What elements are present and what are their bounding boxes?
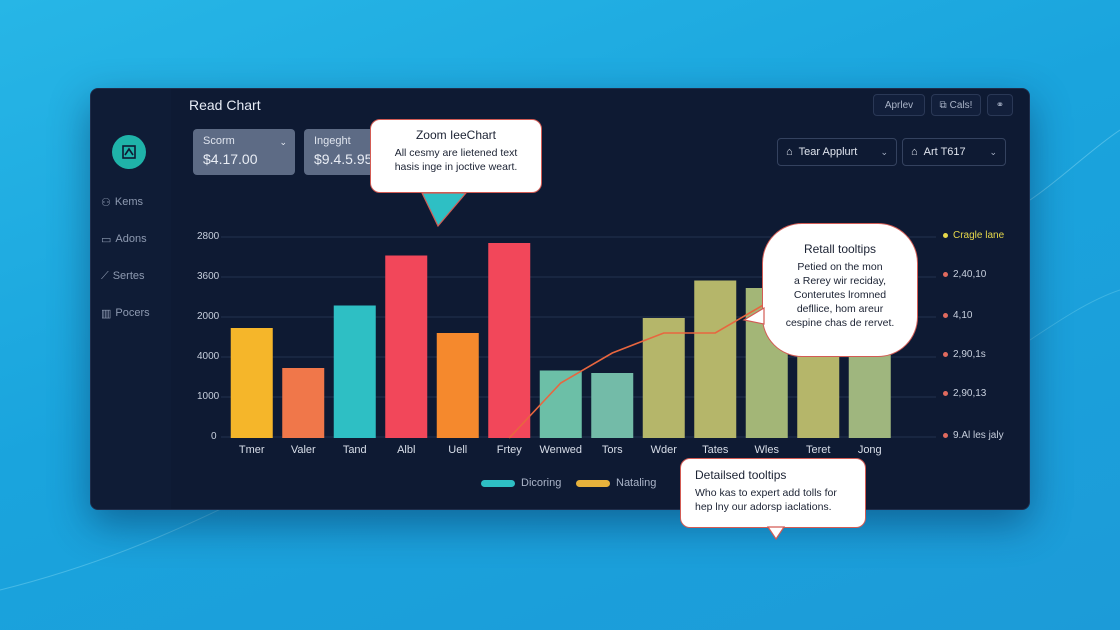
- y-tick-label: 0: [211, 431, 217, 442]
- table-icon: ▥: [101, 307, 112, 320]
- series-dot-icon: [943, 391, 948, 396]
- series-dot-icon: [943, 433, 948, 438]
- bar-valer[interactable]: [282, 368, 325, 438]
- sidebar-item-pocers[interactable]: ▥ Pocers: [101, 304, 169, 322]
- bar-uell[interactable]: [436, 333, 479, 438]
- y-tick-label: 1000: [197, 391, 220, 402]
- chevron-down-icon: ⌄: [880, 146, 888, 157]
- bar-tand[interactable]: [333, 305, 376, 439]
- stat-value: $9.4.5.95: [314, 151, 373, 167]
- sidebar-item-label: Adons: [115, 233, 147, 245]
- retail-tooltip-pointer: [742, 306, 765, 325]
- bar-tates[interactable]: [694, 280, 737, 439]
- building-icon: ⌂: [786, 146, 793, 158]
- x-tick-label: Uell: [448, 444, 468, 456]
- y-tick-label: 4000: [197, 351, 220, 362]
- period-select[interactable]: ⌂ Art T617 ⌄: [902, 138, 1006, 166]
- y-tick-label: 2000: [197, 311, 220, 322]
- bar-wenwed[interactable]: [539, 370, 582, 439]
- sidebar-item-sertes[interactable]: ⟋ Sertes: [101, 267, 169, 285]
- x-tick-label: Frtey: [496, 444, 522, 456]
- copy-icon: ⧉: [939, 99, 947, 111]
- right-axis-label: 2,40,10: [943, 269, 986, 280]
- sidebar-item-label: Pocers: [115, 307, 150, 319]
- legend-item-dicoring[interactable]: Dicoring: [481, 477, 561, 489]
- stat-value: $4.17.00: [203, 151, 258, 167]
- bar-tmer[interactable]: [230, 328, 273, 438]
- x-tick-label: Valer: [290, 444, 316, 456]
- y-tick-label: 3600: [197, 271, 220, 282]
- detailed-tooltip-pointer: [766, 526, 786, 541]
- y-tick-label: 2800: [197, 231, 220, 242]
- x-tick-label: Wder: [650, 444, 677, 456]
- zoom-tooltip: Zoom IeeChart All cesmy are lietened tex…: [370, 119, 542, 193]
- x-tick-label: Wles: [754, 444, 779, 456]
- legend-swatch: [576, 479, 610, 487]
- sidebar-item-label: Kems: [114, 196, 143, 208]
- chevron-down-icon: ⌄: [989, 146, 997, 157]
- right-axis-label: 9.Al les jaly: [943, 430, 1004, 441]
- x-tick-label: Tates: [702, 444, 729, 456]
- logo-icon[interactable]: [112, 135, 146, 169]
- stat-card-scorm[interactable]: Scorm $4.17.00 ⌄: [193, 129, 295, 175]
- retail-tooltip: Retall tooltips Petied on the mon a Rere…: [762, 223, 918, 357]
- sidebar-item-adons[interactable]: ▭ Adons: [101, 230, 169, 248]
- right-axis-label: Cragle lane: [943, 230, 1004, 241]
- cell-button[interactable]: ⧉ Cals!: [931, 94, 981, 116]
- x-tick-label: Wenwed: [539, 444, 583, 456]
- legend-item-nataling[interactable]: Nataling: [576, 477, 656, 489]
- stat-label: Ingeght: [314, 135, 351, 147]
- sidebar-item-label: Sertes: [112, 270, 145, 282]
- bar-tors[interactable]: [591, 373, 634, 438]
- link-icon: ⚭: [995, 99, 1005, 111]
- right-axis-label: 2,90,1s: [943, 349, 986, 360]
- x-tick-label: Teret: [806, 444, 831, 456]
- series-dot-icon: [943, 313, 948, 318]
- chart-icon: ⟋: [101, 269, 109, 282]
- x-tick-label: Tmer: [238, 444, 265, 456]
- detailed-tooltip: Detailsed tooltips Who kas to expert add…: [680, 458, 866, 528]
- bar-albl[interactable]: [385, 255, 428, 439]
- series-dot-icon: [943, 233, 948, 238]
- review-button[interactable]: Aprlev: [873, 94, 925, 116]
- page-title: Read Chart: [189, 97, 261, 113]
- stat-label: Scorm: [203, 135, 235, 147]
- sidebar-item-kems[interactable]: ⚇ Kems: [101, 193, 169, 211]
- chevron-down-icon: ⌄: [279, 137, 287, 147]
- series-dot-icon: [943, 272, 948, 277]
- bar-wder[interactable]: [642, 318, 685, 438]
- users-icon: ⚇: [101, 196, 111, 209]
- x-tick-label: Tand: [342, 444, 367, 456]
- x-tick-label: Albl: [397, 444, 416, 456]
- calendar-icon: ▭: [101, 233, 112, 246]
- team-select[interactable]: ⌂ Tear Applurt ⌄: [777, 138, 897, 166]
- legend-swatch: [481, 479, 515, 487]
- series-dot-icon: [943, 352, 948, 357]
- calendar-icon: ⌂: [911, 146, 918, 158]
- right-axis-label: 2,90,13: [943, 388, 986, 399]
- link-button[interactable]: ⚭: [987, 94, 1013, 116]
- x-tick-label: Jong: [857, 444, 882, 456]
- sidebar: ⚇ Kems ▭ Adons ⟋ Sertes ▥ Pocers: [91, 89, 171, 509]
- right-axis-label: 4,10: [943, 310, 972, 321]
- zoom-tooltip-pointer: [421, 192, 468, 228]
- bar-frtey[interactable]: [488, 243, 531, 438]
- x-tick-label: Tors: [601, 444, 623, 456]
